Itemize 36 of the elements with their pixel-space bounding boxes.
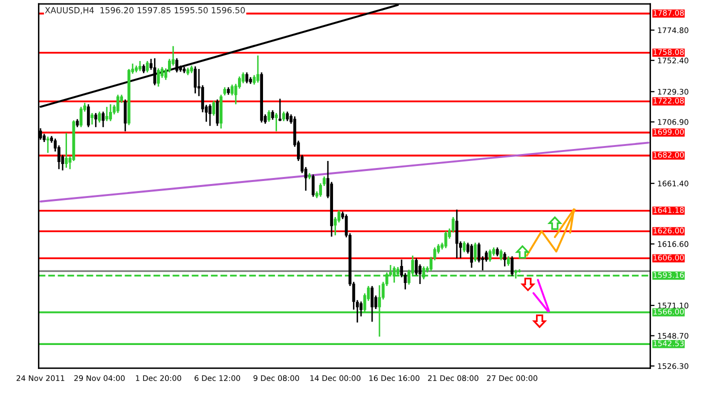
candlestick: [116, 94, 120, 114]
candlestick: [175, 58, 178, 74]
candlestick: [208, 104, 212, 127]
candlestick: [46, 136, 50, 154]
candlestick: [138, 60, 142, 72]
candlestick: [267, 110, 270, 122]
candlestick: [98, 110, 101, 124]
candlestick: [90, 112, 94, 126]
candlestick: [506, 256, 510, 266]
candlestick: [286, 110, 289, 122]
candlestick: [216, 98, 219, 127]
candlestick: [256, 54, 260, 84]
candlestick: [156, 68, 160, 88]
candlestick: [282, 110, 286, 122]
candlestick: [500, 248, 503, 261]
candlestick: [86, 104, 90, 128]
candlestick: [105, 106, 108, 122]
candlestick: [80, 106, 82, 128]
candlestick: [102, 110, 105, 128]
candlestick: [488, 248, 492, 262]
candlestick: [370, 285, 374, 322]
candlestick: [245, 72, 248, 84]
candlestick: [271, 110, 274, 120]
candlestick: [94, 112, 98, 128]
candlestick: [146, 60, 149, 74]
candlestick: [510, 256, 514, 277]
candlestick: [470, 243, 474, 268]
chart-title: XAUUSD,H4 1596.20 1597.85 1595.50 1596.50: [45, 7, 245, 14]
candlestick: [212, 100, 216, 116]
candlestick: [64, 132, 68, 168]
candlestick: [109, 104, 112, 122]
candlestick: [230, 84, 234, 96]
candlestick: [278, 98, 282, 122]
candlestick: [274, 112, 278, 132]
candlestick: [455, 208, 458, 259]
candlestick: [312, 174, 315, 198]
